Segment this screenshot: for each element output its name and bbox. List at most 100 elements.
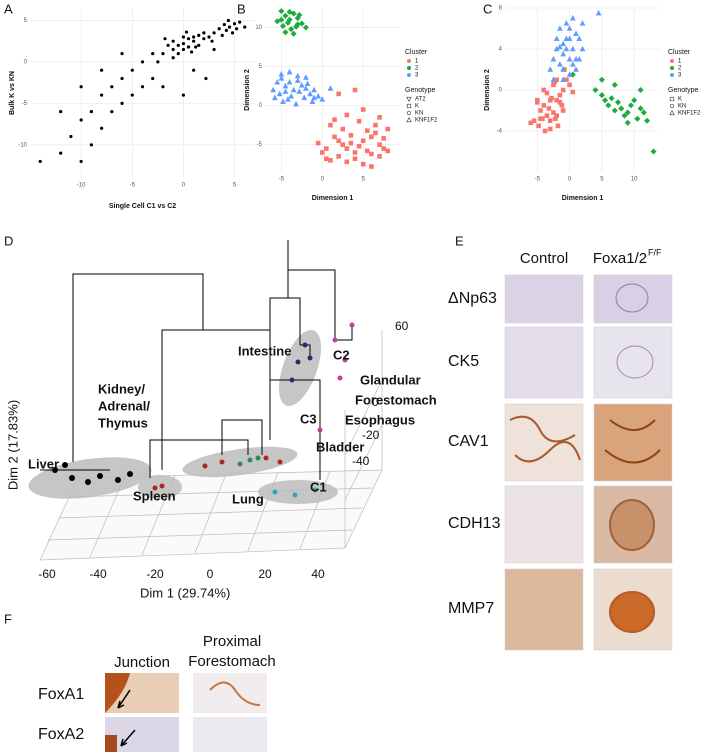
marker (328, 157, 333, 163)
panel-label: B (237, 1, 246, 16)
legend-label: KN (678, 104, 686, 110)
marker (348, 132, 354, 138)
marker (280, 98, 286, 105)
point (151, 52, 155, 56)
marker (640, 109, 647, 116)
point (69, 134, 73, 139)
marker (271, 94, 278, 101)
marker (290, 10, 297, 17)
x-tick-label: -5 (279, 177, 285, 183)
marker (560, 50, 567, 57)
panel-e-texture (509, 283, 661, 633)
point (192, 68, 196, 72)
legend-shape (669, 110, 675, 116)
marker (557, 25, 563, 31)
legend-shape (406, 117, 412, 123)
marker (364, 148, 370, 154)
y-tick-label: -5 (257, 142, 263, 148)
cluster-label: Intestine (238, 343, 291, 358)
marker (274, 78, 281, 85)
marker (288, 26, 295, 33)
legend-title: Cluster (668, 49, 691, 56)
point (202, 37, 206, 41)
marker (311, 86, 317, 93)
point (89, 143, 93, 147)
point (243, 25, 247, 29)
column-header: Junction (114, 654, 170, 671)
marker (360, 161, 366, 167)
point (120, 76, 124, 81)
marker (340, 142, 346, 147)
marker (352, 87, 358, 93)
marker (573, 30, 579, 36)
panel-label: E (455, 233, 464, 248)
marker (541, 103, 547, 108)
cluster-label: Spleen (133, 488, 176, 503)
point (161, 52, 165, 56)
marker (332, 117, 337, 122)
point (130, 93, 134, 97)
point (189, 50, 194, 54)
marker (336, 154, 341, 159)
marker (294, 21, 301, 28)
marker (621, 112, 628, 119)
marker (278, 8, 285, 15)
marker (290, 86, 297, 93)
x-tick-label: -60 (38, 567, 56, 581)
point (192, 39, 196, 43)
marker (618, 105, 625, 112)
marker (340, 126, 346, 132)
marker (550, 76, 557, 83)
point (79, 159, 83, 164)
marker (385, 148, 391, 154)
column-header: Forestomach (188, 653, 276, 670)
legend-label: 2 (415, 66, 419, 72)
marker (569, 45, 576, 52)
point (99, 93, 104, 97)
point (217, 27, 221, 31)
marker (286, 68, 293, 75)
x-tick-label: 40 (311, 567, 325, 581)
point (220, 33, 224, 37)
row-label: FoxA1 (38, 686, 84, 703)
legend-label: KN (415, 111, 423, 117)
marker (534, 100, 540, 105)
marker (555, 123, 561, 129)
y-axis-title: Bulk K vs KN (9, 71, 16, 115)
point (99, 126, 104, 130)
marker (631, 97, 638, 104)
marker (566, 35, 573, 42)
x-tick-label: 5 (233, 183, 237, 189)
legend-swatch (670, 73, 674, 77)
y-tick-label: 0 (24, 59, 28, 65)
point (181, 42, 186, 46)
marker (327, 85, 334, 91)
point (161, 85, 165, 89)
marker (344, 146, 350, 151)
marker (557, 43, 563, 50)
marker (566, 71, 573, 77)
x-tick-label: -20 (146, 567, 164, 581)
marker (352, 156, 358, 162)
panel-label: A (4, 1, 13, 16)
marker (377, 115, 382, 120)
marker (563, 20, 570, 26)
x-tick-label: 0 (568, 177, 572, 183)
point (234, 27, 239, 31)
dendrogram (40, 240, 353, 480)
point (79, 118, 83, 122)
marker (614, 99, 622, 106)
marker (624, 109, 631, 116)
row-label: CAV1 (448, 433, 489, 450)
marker (304, 80, 311, 87)
marker (278, 71, 285, 77)
marker (536, 123, 541, 129)
x-tick-label: -10 (77, 183, 86, 189)
marker (598, 92, 605, 99)
marker (360, 138, 366, 144)
point (59, 151, 63, 155)
marker (560, 76, 567, 83)
marker (569, 61, 576, 67)
marker (547, 97, 553, 103)
marker (344, 112, 350, 118)
